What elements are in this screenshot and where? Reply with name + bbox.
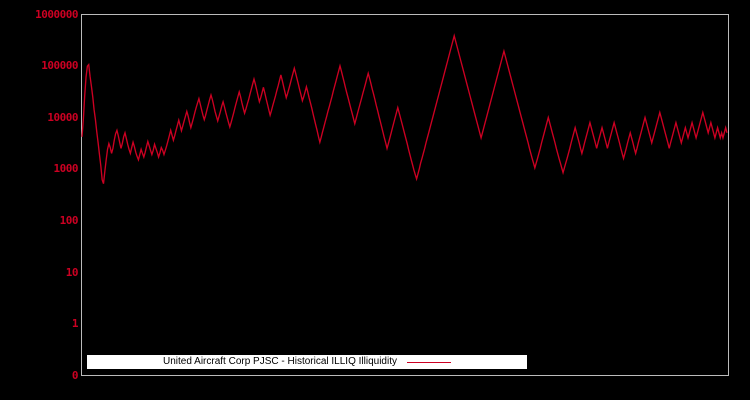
- chart-legend: United Aircraft Corp PJSC - Historical I…: [87, 355, 527, 369]
- legend-line-sample-icon: [406, 361, 451, 363]
- illiq-series-line: [81, 33, 728, 184]
- ytick-label-10: 10: [65, 266, 79, 279]
- ytick-label-1000000: 1000000: [35, 8, 78, 21]
- ytick-label-1000: 1000: [53, 162, 79, 175]
- legend-series-label: United Aircraft Corp PJSC - Historical I…: [163, 356, 397, 367]
- ytick-label-1: 1: [71, 317, 79, 330]
- ytick-label-100000: 100000: [41, 59, 78, 72]
- ytick-label-0: 0: [71, 369, 79, 382]
- ytick-label-10000: 10000: [47, 111, 78, 124]
- plot-frame: [81, 14, 729, 376]
- ytick-label-100: 100: [59, 214, 79, 227]
